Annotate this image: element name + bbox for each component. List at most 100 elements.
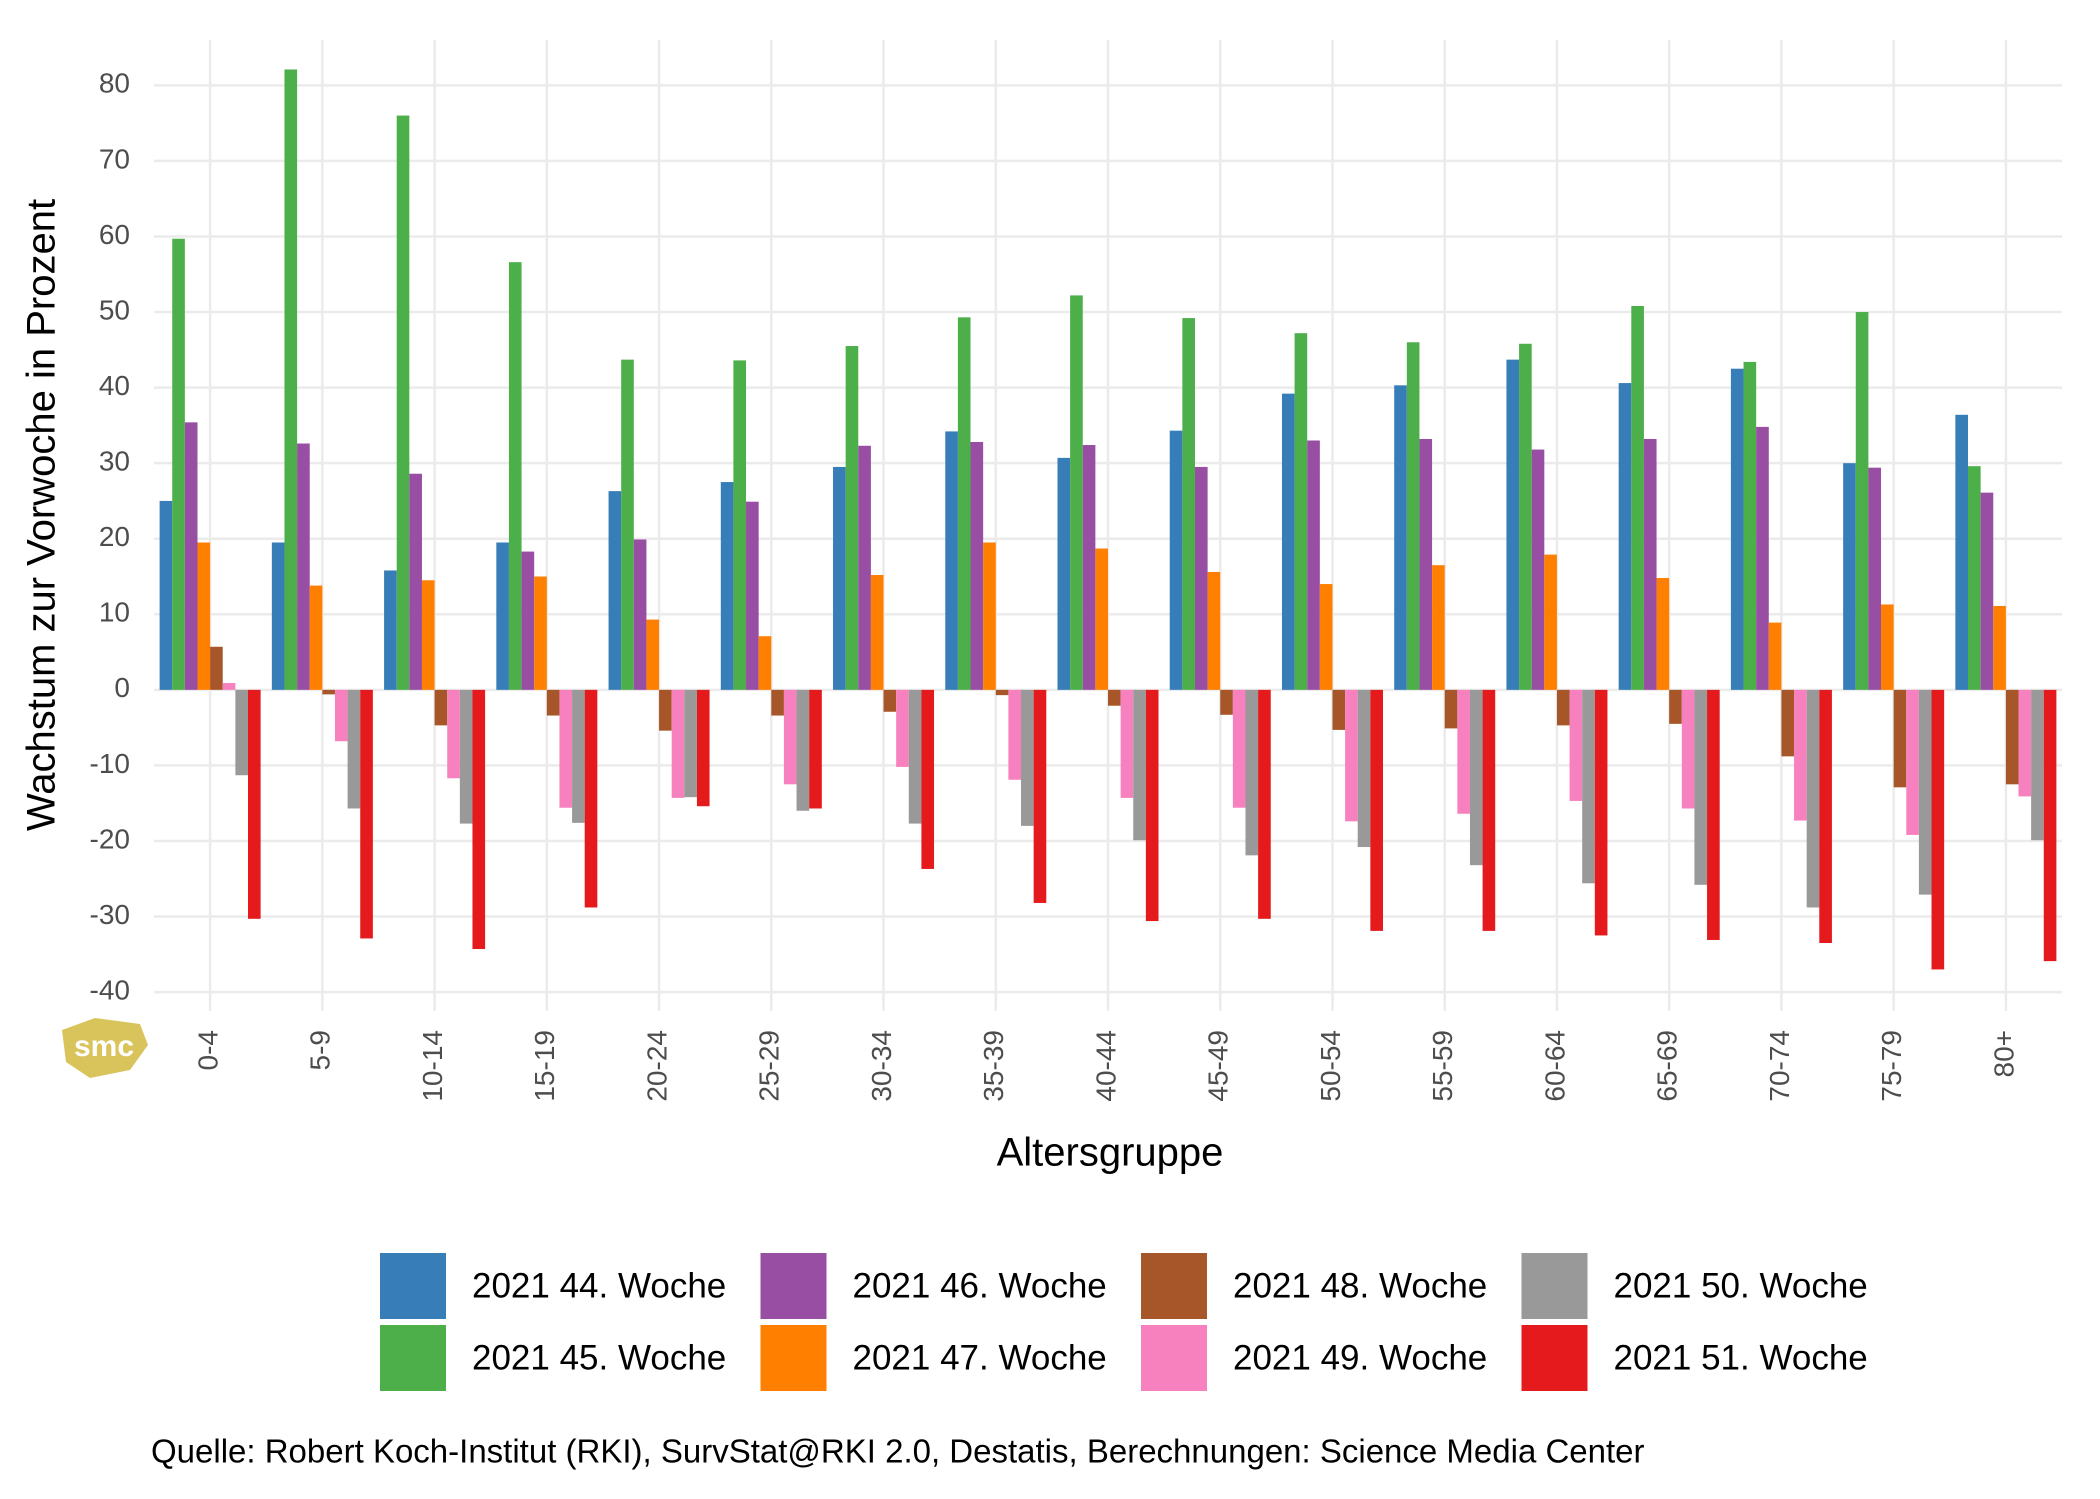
bar [360,689,373,939]
bar [521,551,535,690]
bar [733,360,747,690]
bar [309,585,323,690]
bar [384,570,397,690]
bar [2018,689,2032,797]
legend-label: 2021 47. Woche [853,1338,1107,1377]
bar [696,689,710,807]
bar [1319,584,1333,690]
bar [1794,689,1807,821]
bar [758,636,772,690]
bar [1681,689,1695,809]
bar [1370,689,1383,931]
bar [2005,689,2019,785]
bar [1669,689,1682,724]
x-tick-label: 0-4 [193,1030,224,1070]
bar [983,542,996,690]
bar [1057,457,1071,690]
y-tick-label: 20 [99,521,130,552]
bar [184,422,198,690]
x-tick-label: 50-54 [1315,1030,1346,1102]
bar [633,539,647,690]
y-tick-label: -30 [90,899,130,930]
bar [322,689,335,695]
bar [447,689,460,779]
bar [1569,689,1583,801]
legend-key [760,1325,827,1391]
bar [1918,689,1932,895]
bar [1345,689,1358,822]
bar [1781,689,1795,757]
x-tick-label: 30-34 [866,1030,897,1102]
legend-key [1521,1325,1588,1391]
bar [1419,438,1433,690]
bar [1444,689,1458,729]
y-tick-label: 30 [99,446,130,477]
bar [970,442,984,690]
legend-label: 2021 51. Woche [1614,1338,1868,1377]
bar [1893,689,1907,788]
bar [1095,548,1108,690]
x-tick-label: 75-79 [1876,1030,1907,1102]
bar [896,689,909,767]
bar [671,689,685,798]
bar [1182,318,1195,690]
bar [1220,689,1233,715]
x-tick-label: 40-44 [1090,1030,1121,1102]
bar [608,491,622,690]
legend-key [760,1253,827,1319]
y-tick-label: -40 [90,974,130,1005]
x-tick-label: 45-49 [1203,1030,1234,1102]
bar [1819,689,1832,943]
x-tick-label: 15-19 [529,1030,560,1102]
bar [1855,312,1869,690]
y-tick-label: 10 [99,597,130,628]
bar [334,689,348,742]
bar [1968,466,1981,690]
x-tick-label: 35-39 [978,1030,1009,1102]
bar [1082,445,1096,690]
bar [659,689,672,731]
bar [1307,440,1320,690]
bar [1868,467,1882,690]
bar [1582,689,1595,884]
bar [508,262,522,690]
bar [995,689,1009,696]
bar [1594,689,1608,936]
bar [1294,333,1308,690]
x-tick-label: 65-69 [1652,1030,1683,1102]
bar [1556,689,1570,726]
bar [347,689,361,809]
x-tick-label: 5-9 [305,1030,336,1070]
bar [646,619,660,690]
bar [1618,383,1632,690]
legend-key [380,1253,446,1319]
bar [546,689,560,716]
bar [1021,689,1034,826]
bar [720,482,734,690]
bar [1843,463,1856,690]
bar [858,445,871,690]
bar [496,542,509,690]
bar [1133,689,1146,841]
legend-label: 2021 48. Woche [1233,1266,1487,1305]
bar [1730,368,1744,690]
bar [534,576,547,690]
bar [1281,393,1295,690]
bar [1120,689,1134,798]
bar [796,689,810,811]
bar [1332,689,1346,730]
bar [1993,605,2006,690]
bar [222,683,236,690]
y-axis-title: Wachstum zur Vorwoche in Prozent [20,199,64,831]
bar [783,689,797,785]
logo: smc [74,1030,134,1063]
legend-label: 2021 45. Woche [472,1338,726,1377]
x-tick-label: 25-29 [754,1030,785,1102]
bar [1469,689,1483,866]
x-tick-label: 70-74 [1764,1030,1795,1102]
bar [1906,689,1919,835]
bar [908,689,922,824]
y-tick-label: -20 [90,823,130,854]
bar [957,317,971,690]
bar [883,689,897,712]
